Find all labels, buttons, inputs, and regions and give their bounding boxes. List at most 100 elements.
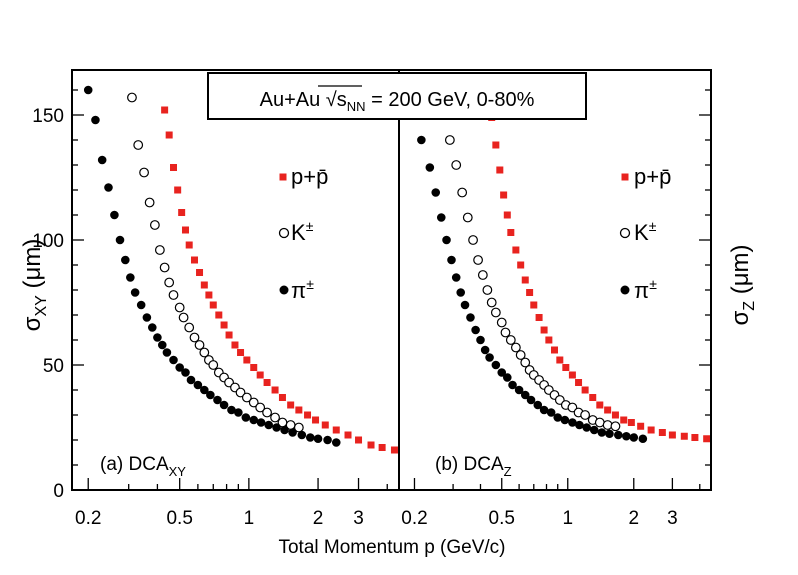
- data-point-pion: [186, 375, 196, 385]
- data-point-pion: [508, 380, 517, 390]
- header-box: Au+Au √sNN = 200 GeV, 0-80%: [207, 72, 587, 120]
- data-point-pion: [219, 400, 229, 410]
- data-point-pion: [181, 368, 190, 377]
- data-point-proton: [620, 416, 628, 424]
- series-b-2: [417, 135, 648, 444]
- data-point-pion: [241, 413, 251, 422]
- data-point-pion: [297, 430, 307, 440]
- data-point-proton: [658, 429, 666, 436]
- data-point-kaon: [270, 412, 280, 423]
- data-point-kaon: [468, 235, 478, 245]
- data-point-pion: [582, 423, 591, 432]
- data-point-pion: [460, 300, 470, 310]
- data-point-kaon: [127, 92, 137, 103]
- data-point-kaon: [444, 135, 455, 145]
- data-point-pion: [331, 438, 341, 447]
- data-point-pion: [153, 333, 162, 342]
- data-point-kaon: [510, 342, 521, 353]
- data-point-pion: [447, 255, 456, 265]
- data-point-proton: [304, 411, 312, 419]
- data-point-proton: [321, 421, 329, 429]
- data-point-proton: [205, 291, 213, 299]
- y-axis-title-left: σXY (μm): [19, 239, 50, 332]
- data-point-proton: [271, 386, 279, 394]
- data-point-proton: [604, 406, 612, 414]
- data-point-kaon: [457, 187, 468, 198]
- legend-b: p+p̄ K± π±: [619, 164, 671, 303]
- data-point-pion: [431, 188, 441, 197]
- data-point-kaon: [477, 270, 488, 280]
- data-point-kaon: [184, 322, 195, 333]
- data-point-kaon: [486, 297, 497, 308]
- data-point-pion: [485, 353, 494, 362]
- data-point-pion: [442, 235, 451, 245]
- data-point-proton: [575, 379, 583, 386]
- data-point-proton: [263, 379, 271, 386]
- data-point-kaon: [610, 421, 621, 432]
- data-point-kaon: [580, 410, 591, 420]
- data-point-pion: [471, 325, 480, 335]
- data-point-proton: [512, 246, 520, 254]
- legend-a-kaon-label: K±: [291, 218, 314, 245]
- data-point-pion: [213, 395, 222, 405]
- data-point-proton: [540, 326, 548, 334]
- data-point-pion: [502, 373, 512, 382]
- data-point-pion: [323, 435, 332, 445]
- data-point-pion: [157, 340, 167, 350]
- data-point-proton: [526, 289, 534, 296]
- data-point-pion: [147, 323, 157, 332]
- data-point-proton: [312, 416, 320, 424]
- data-point-pion: [629, 433, 639, 442]
- data-point-proton: [691, 434, 699, 441]
- data-point-kaon: [473, 255, 483, 265]
- data-point-proton: [178, 209, 186, 216]
- data-point-kaon: [515, 350, 526, 360]
- data-point-pion: [193, 380, 203, 390]
- data-point-proton: [344, 431, 352, 439]
- data-point-pion: [589, 425, 599, 435]
- data-point-kaon: [149, 220, 160, 230]
- panel-b-frame: [398, 69, 712, 491]
- x-tick-label: 1: [562, 508, 573, 529]
- data-point-proton: [215, 311, 223, 319]
- data-point-pion: [520, 390, 530, 400]
- series-b-1: [444, 135, 621, 432]
- data-point-proton: [278, 394, 286, 401]
- data-point-pion: [83, 85, 93, 95]
- data-point-pion: [575, 420, 584, 430]
- header-label: Au+Au √sNN = 200 GeV, 0-80%: [260, 89, 535, 114]
- data-point-kaon: [248, 397, 259, 408]
- data-point-proton: [161, 106, 169, 114]
- legend-b-kaon-marker: [619, 227, 631, 239]
- data-point-pion: [234, 408, 243, 417]
- data-point-pion: [553, 413, 563, 422]
- data-point-proton: [589, 394, 597, 401]
- data-point-proton: [680, 432, 688, 440]
- y-axis-title-right: σZ (μm): [727, 244, 758, 325]
- data-point-proton: [390, 446, 398, 454]
- data-point-proton: [530, 301, 538, 309]
- legend-a-proton-marker: [279, 173, 287, 181]
- data-point-kaon: [235, 387, 246, 398]
- x-axis-title: Total Momentum p (GeV/c): [278, 537, 505, 558]
- data-point-pion: [142, 313, 152, 322]
- data-point-pion: [288, 428, 297, 437]
- data-point-kaon: [164, 277, 175, 288]
- data-point-kaon: [602, 420, 613, 430]
- data-point-kaon: [500, 327, 511, 338]
- data-point-pion: [476, 335, 485, 345]
- data-point-proton: [611, 411, 619, 419]
- data-point-pion: [264, 420, 274, 430]
- data-point-pion: [597, 428, 607, 437]
- data-point-pion: [91, 115, 100, 125]
- data-point-kaon: [567, 402, 578, 413]
- data-point-kaon: [482, 285, 493, 295]
- legend-b-proton-marker: [621, 173, 629, 181]
- data-point-kaon: [462, 212, 473, 223]
- data-point-proton: [181, 226, 189, 234]
- series-b-0: [488, 114, 711, 443]
- data-point-proton: [220, 321, 228, 329]
- data-point-pion: [200, 385, 209, 395]
- data-point-pion: [162, 348, 172, 357]
- data-point-proton: [170, 164, 178, 171]
